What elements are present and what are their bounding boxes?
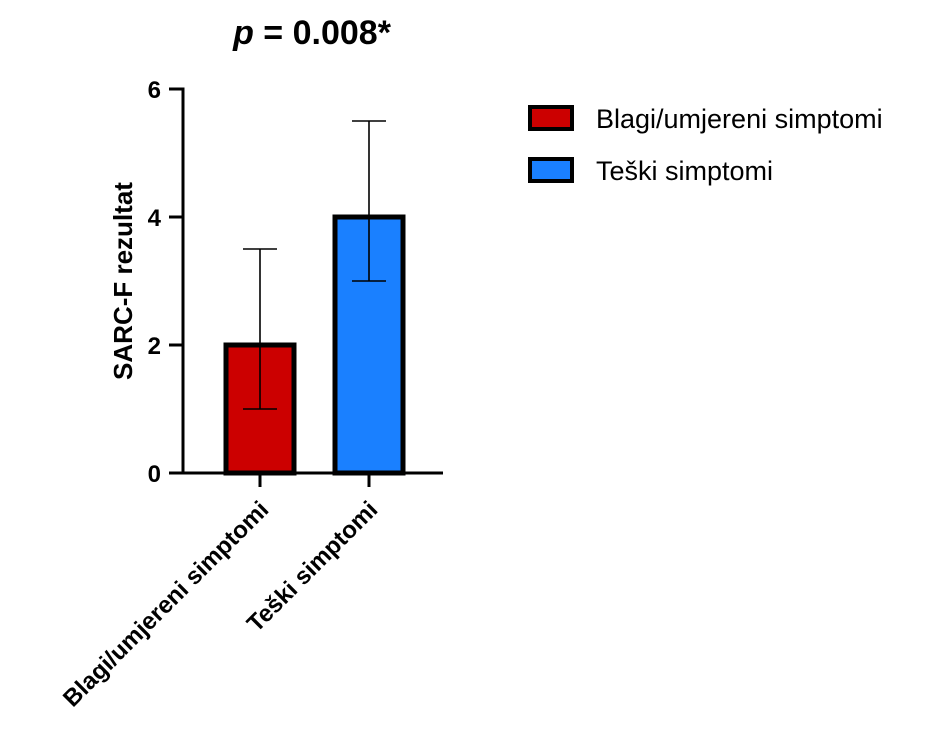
y-tick-label: 4 xyxy=(148,205,162,232)
legend-label: Blagi/umjereni simptomi xyxy=(596,104,883,134)
title-p-value: = 0.008* xyxy=(254,14,392,52)
y-tick-label: 6 xyxy=(148,77,161,104)
y-tick-label: 2 xyxy=(148,333,161,360)
y-tick-label: 0 xyxy=(148,461,161,488)
chart-title: p = 0.008* xyxy=(232,14,392,52)
legend-swatch xyxy=(528,105,574,131)
legend: Blagi/umjereni simptomi Teški simptomi xyxy=(528,104,883,186)
bars xyxy=(223,214,406,476)
x-tick-label: Blagi/umjereni simptomi xyxy=(58,496,274,712)
legend-label: Teški simptomi xyxy=(596,156,773,186)
error-bars xyxy=(243,120,386,410)
legend-swatch xyxy=(528,157,574,183)
y-axis-label: SARC-F rezultat xyxy=(108,182,138,380)
y-ticks: 0 2 4 6 xyxy=(148,77,183,488)
title-p-value-symbol: p xyxy=(232,14,254,52)
